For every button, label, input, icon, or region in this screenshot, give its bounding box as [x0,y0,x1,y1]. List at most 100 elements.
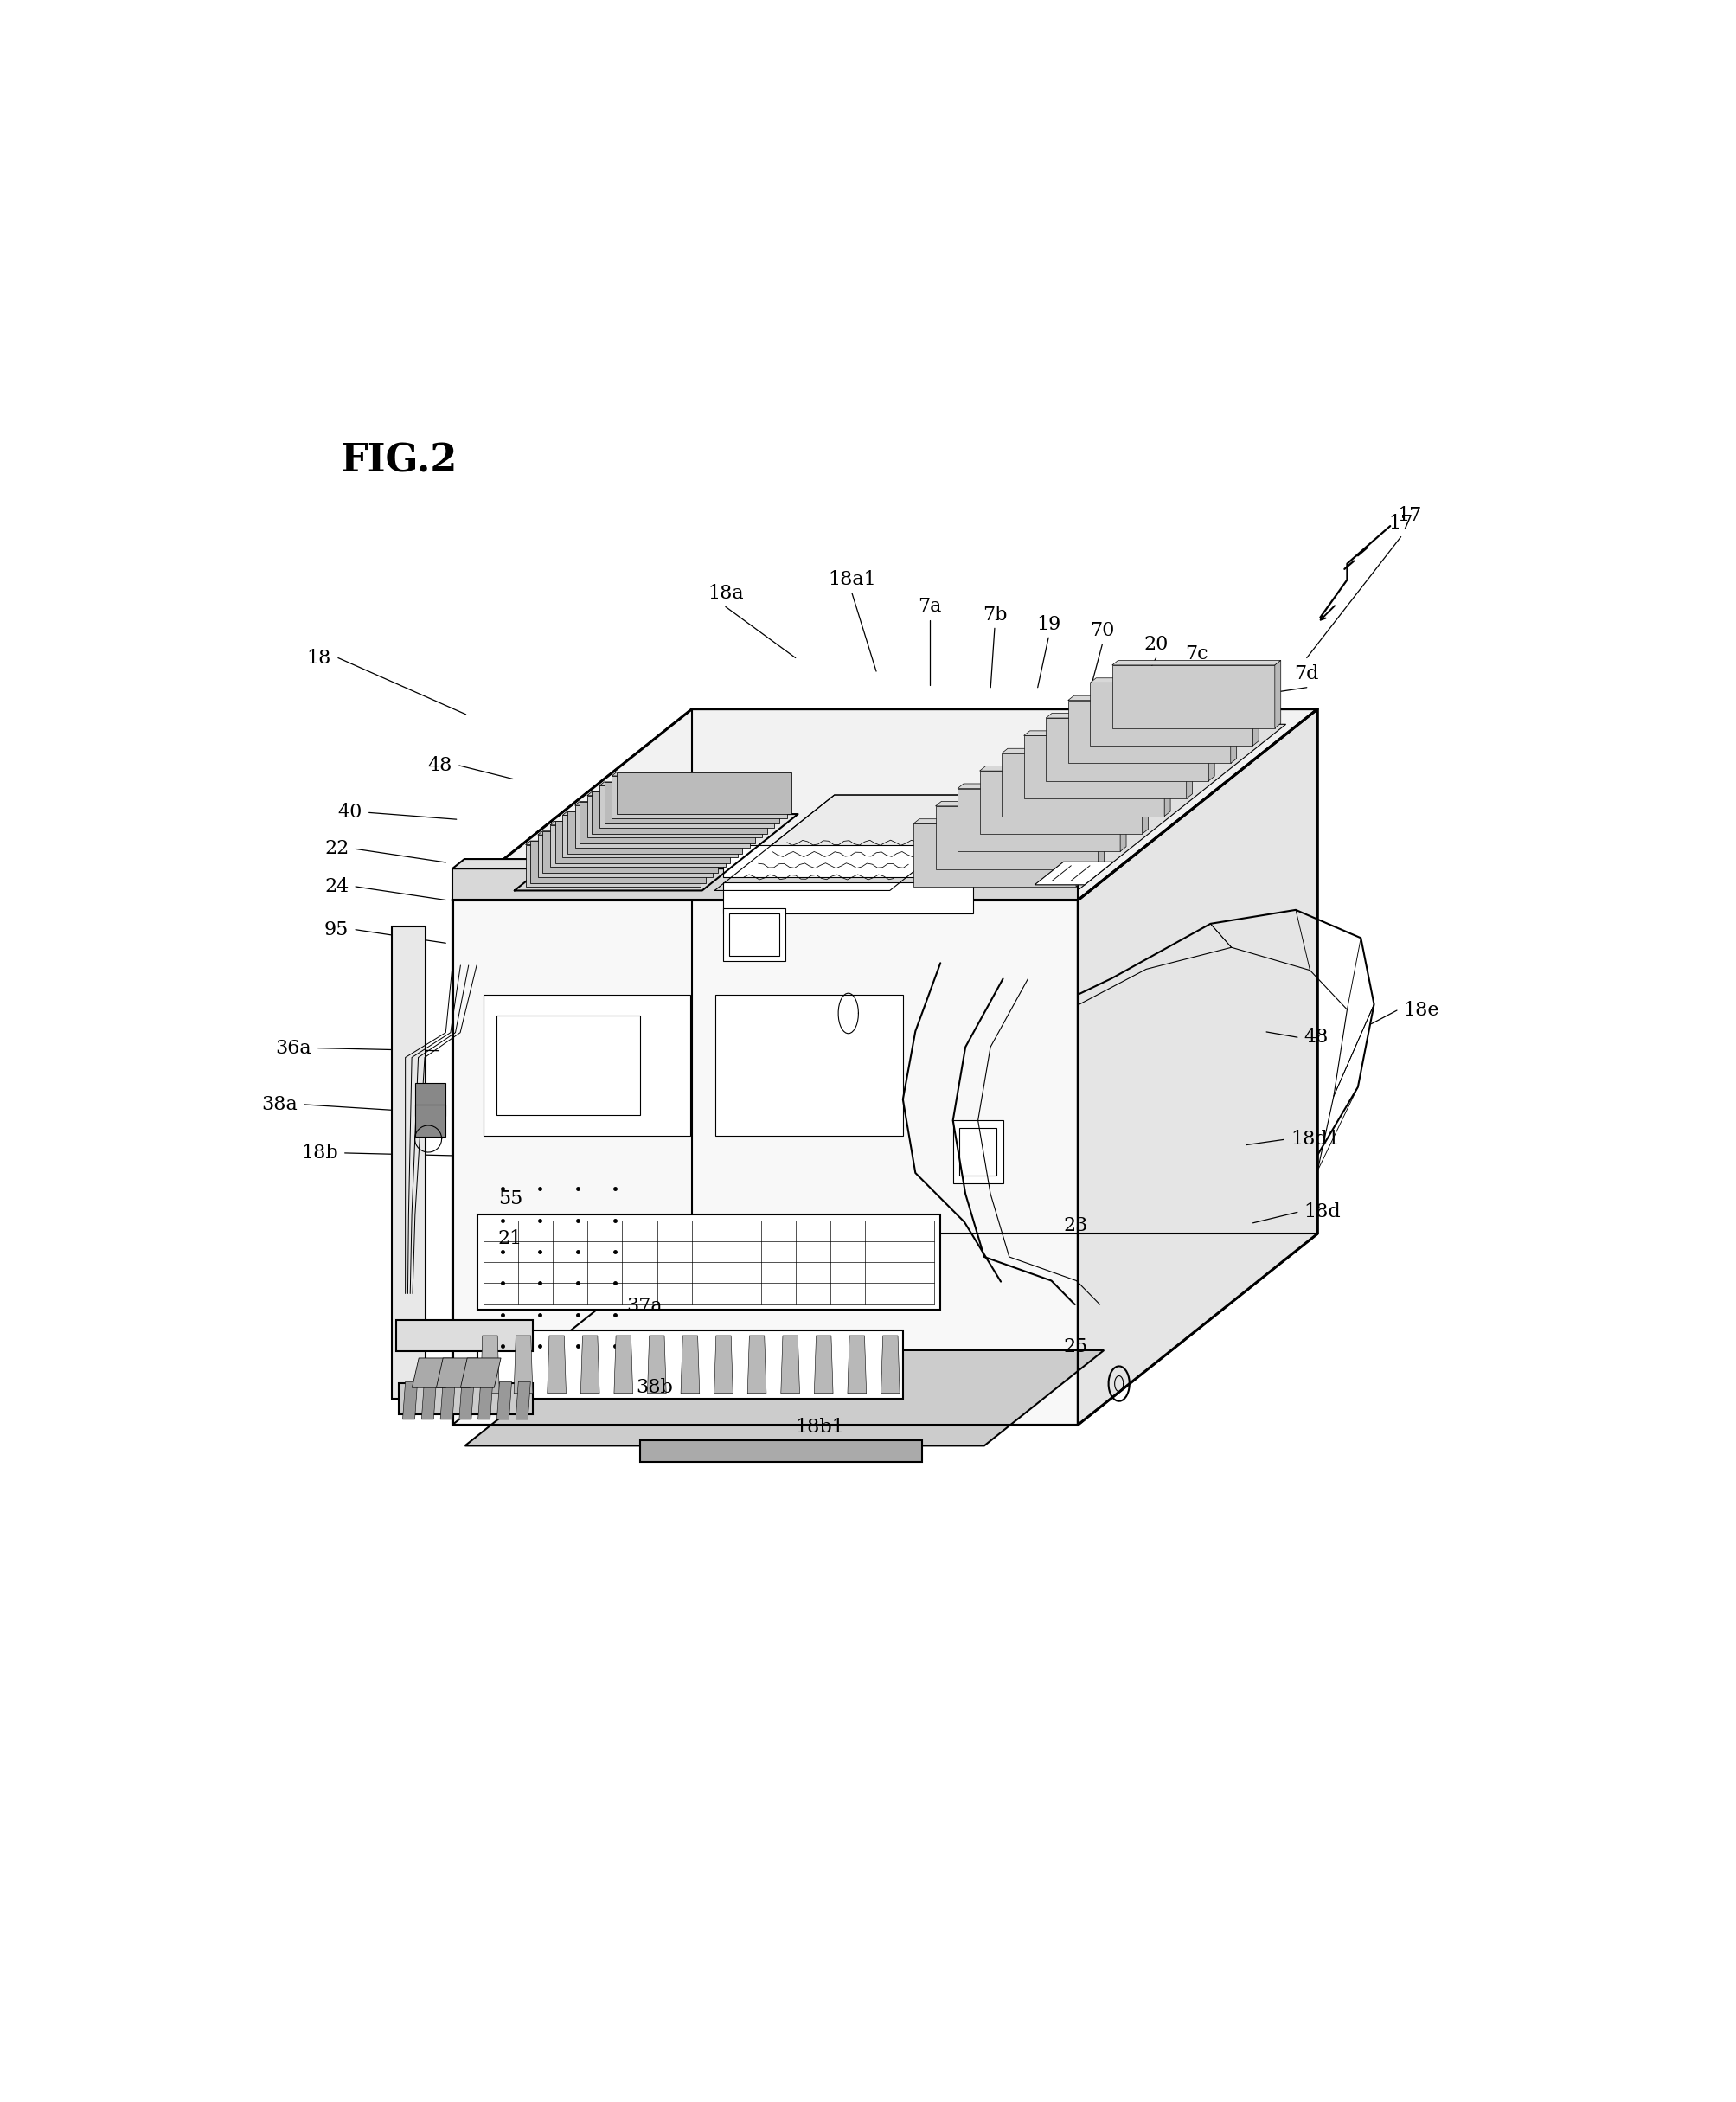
Text: 18b1: 18b1 [795,1419,844,1438]
Polygon shape [1253,679,1259,746]
Polygon shape [936,801,1104,805]
Text: 38b: 38b [635,1377,674,1396]
Text: 37a: 37a [627,1297,663,1316]
Polygon shape [1035,862,1113,885]
Polygon shape [724,883,974,914]
Text: 17: 17 [1389,513,1413,532]
Text: 38a: 38a [262,1095,299,1114]
Text: 24: 24 [325,877,349,895]
Polygon shape [496,1015,641,1116]
Polygon shape [1099,801,1104,868]
Polygon shape [1120,784,1127,851]
Text: 48: 48 [427,757,453,776]
Polygon shape [693,708,1318,1234]
Polygon shape [453,860,1090,868]
Polygon shape [453,900,1078,1425]
Polygon shape [1068,700,1231,763]
Polygon shape [1090,683,1253,746]
Polygon shape [550,826,726,866]
Polygon shape [538,830,717,834]
Polygon shape [1076,820,1082,887]
Polygon shape [514,813,799,891]
Polygon shape [936,805,1099,868]
Polygon shape [587,795,762,837]
Text: 22: 22 [325,839,349,858]
Polygon shape [436,1358,477,1387]
Polygon shape [477,1331,903,1398]
Text: 17: 17 [1397,507,1422,526]
Polygon shape [592,792,767,834]
Text: 7b: 7b [983,605,1007,624]
Text: 18d: 18d [1304,1202,1342,1221]
Polygon shape [547,1335,566,1394]
Polygon shape [1090,679,1259,683]
Text: 19: 19 [1036,614,1061,633]
Polygon shape [979,771,1142,834]
Text: 18: 18 [307,647,332,666]
Polygon shape [1002,753,1165,816]
Polygon shape [1024,731,1193,736]
Polygon shape [724,908,786,961]
Polygon shape [458,1381,474,1419]
Text: 25: 25 [1062,1337,1087,1356]
Polygon shape [604,782,779,824]
Polygon shape [781,1335,800,1394]
Polygon shape [681,1335,700,1394]
Polygon shape [460,1358,502,1387]
Text: 23: 23 [1062,1217,1088,1236]
Polygon shape [477,1381,493,1419]
Polygon shape [543,830,717,872]
Polygon shape [568,811,743,853]
Text: 18a: 18a [708,584,743,603]
Polygon shape [484,994,691,1137]
Polygon shape [403,1381,417,1419]
Polygon shape [453,868,1078,900]
Polygon shape [562,811,743,816]
Polygon shape [575,801,755,805]
Polygon shape [1078,708,1318,1425]
Polygon shape [713,1335,733,1394]
Polygon shape [1113,664,1274,727]
Text: 36a: 36a [276,1038,311,1057]
Polygon shape [514,1335,533,1394]
Polygon shape [880,1335,899,1394]
Polygon shape [641,1440,922,1461]
Polygon shape [453,708,693,1425]
Text: 18a1: 18a1 [828,570,877,589]
Polygon shape [453,1234,1318,1425]
Polygon shape [958,784,1127,788]
Text: 7c: 7c [1186,645,1208,664]
Polygon shape [953,1120,1003,1183]
Polygon shape [526,841,705,845]
Polygon shape [526,845,701,887]
Polygon shape [399,1383,533,1415]
Polygon shape [1231,696,1236,763]
Polygon shape [562,816,738,858]
Polygon shape [1186,731,1193,799]
Polygon shape [1024,736,1186,799]
Polygon shape [550,822,731,826]
Polygon shape [599,786,774,828]
Polygon shape [599,782,779,786]
Text: 70: 70 [1090,622,1115,641]
Text: 48: 48 [1304,1028,1328,1047]
Polygon shape [960,1129,996,1175]
Polygon shape [1274,660,1281,727]
Polygon shape [913,820,1082,824]
Polygon shape [648,1335,667,1394]
Polygon shape [729,914,779,956]
Polygon shape [1068,696,1236,700]
Polygon shape [979,765,1147,771]
Polygon shape [748,1335,766,1394]
Text: 18b: 18b [300,1143,339,1162]
Polygon shape [587,792,767,795]
Polygon shape [715,795,1010,891]
Polygon shape [847,1335,866,1394]
Polygon shape [415,1083,446,1116]
Polygon shape [1142,765,1147,834]
Polygon shape [396,1320,533,1352]
Text: 7a: 7a [918,597,943,616]
Text: 18d1: 18d1 [1290,1131,1340,1150]
Polygon shape [496,1381,512,1419]
Polygon shape [556,822,731,864]
